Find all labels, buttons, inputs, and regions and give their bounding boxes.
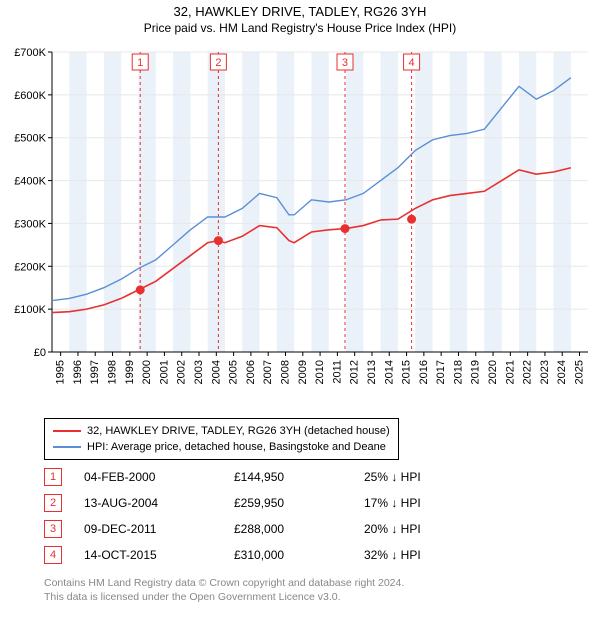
legend-label: 32, HAWKLEY DRIVE, TADLEY, RG26 3YH (det… <box>87 425 390 437</box>
x-tick-label: 1996 <box>72 360 84 384</box>
footer-line-1: Contains HM Land Registry data © Crown c… <box>44 576 556 590</box>
year-band <box>208 52 225 352</box>
x-tick-label: 1997 <box>89 360 101 384</box>
year-band <box>554 52 571 352</box>
x-tick-label: 2021 <box>504 360 516 384</box>
x-tick-label: 2022 <box>522 360 534 384</box>
marker-num: 3 <box>342 57 348 69</box>
year-band <box>104 52 121 352</box>
marker-point <box>340 224 349 233</box>
x-tick-label: 2012 <box>349 360 361 384</box>
year-band <box>242 52 259 352</box>
row-price: £144,950 <box>234 470 364 484</box>
x-tick-label: 2023 <box>539 360 551 384</box>
x-tick-label: 2002 <box>176 360 188 384</box>
legend-swatch <box>53 446 81 448</box>
x-tick-label: 2019 <box>470 360 482 384</box>
year-band <box>173 52 190 352</box>
row-date: 09-DEC-2011 <box>84 522 234 536</box>
x-tick-label: 2001 <box>158 360 170 384</box>
x-tick-label: 1998 <box>107 360 119 384</box>
x-tick-label: 2025 <box>574 360 586 384</box>
y-tick-label: £100K <box>14 304 46 316</box>
marker-num: 2 <box>215 57 221 69</box>
row-numbox: 3 <box>44 520 62 538</box>
x-tick-label: 2018 <box>452 360 464 384</box>
row-numbox: 4 <box>44 546 62 564</box>
price-chart: £0 £100K £200K £300K £400K £500K £600K £700K 199… <box>0 46 600 406</box>
row-price: £310,000 <box>234 548 364 562</box>
x-tick-label: 2008 <box>279 360 291 384</box>
row-date: 04-FEB-2000 <box>84 470 234 484</box>
attribution-footer: Contains HM Land Registry data © Crown c… <box>44 576 556 604</box>
y-tick-label: £600K <box>14 90 46 102</box>
legend: 32, HAWKLEY DRIVE, TADLEY, RG26 3YH (det… <box>44 418 399 460</box>
year-band <box>381 52 398 352</box>
legend-label: HPI: Average price, detached house, Basi… <box>87 441 386 453</box>
row-price: £288,000 <box>234 522 364 536</box>
marker-point <box>214 236 223 245</box>
y-tick-label: £300K <box>14 218 46 230</box>
x-tick-label: 2004 <box>210 360 222 384</box>
x-tick-label: 1995 <box>55 360 67 384</box>
year-band <box>346 52 363 352</box>
table-row: 1 04-FEB-2000£144,95025% ↓ HPI <box>44 464 556 490</box>
x-tick-label: 2013 <box>366 360 378 384</box>
x-tick-label: 2000 <box>141 360 153 384</box>
legend-row: 32, HAWKLEY DRIVE, TADLEY, RG26 3YH (det… <box>53 423 390 439</box>
page-subtitle: Price paid vs. HM Land Registry's House … <box>0 21 600 35</box>
footer-line-2: This data is licensed under the Open Gov… <box>44 590 556 604</box>
row-pct: 17% ↓ HPI <box>364 496 544 510</box>
row-date: 14-OCT-2015 <box>84 548 234 562</box>
legend-row: HPI: Average price, detached house, Basi… <box>53 439 390 455</box>
x-tick-label: 2003 <box>193 360 205 384</box>
x-tick-label: 2010 <box>314 360 326 384</box>
page-title: 32, HAWKLEY DRIVE, TADLEY, RG26 3YH <box>0 4 600 19</box>
table-row: 3 09-DEC-2011£288,00020% ↓ HPI <box>44 516 556 542</box>
sales-table: 1 04-FEB-2000£144,95025% ↓ HPI 2 13-AUG-200… <box>44 464 556 568</box>
x-tick-label: 2011 <box>331 360 343 384</box>
x-tick-label: 2005 <box>228 360 240 384</box>
x-tick-label: 2007 <box>262 360 274 384</box>
x-tick-label: 2014 <box>383 360 395 384</box>
row-pct: 20% ↓ HPI <box>364 522 544 536</box>
y-tick-label: £400K <box>14 176 46 188</box>
row-numbox: 2 <box>44 494 62 512</box>
row-date: 13-AUG-2004 <box>84 496 234 510</box>
marker-num: 4 <box>409 57 415 69</box>
marker-point <box>407 215 416 224</box>
y-tick-label: £200K <box>14 261 46 273</box>
y-tick-label: £500K <box>14 133 46 145</box>
row-pct: 32% ↓ HPI <box>364 548 544 562</box>
x-tick-label: 2015 <box>401 360 413 384</box>
x-tick-label: 2006 <box>245 360 257 384</box>
marker-num: 1 <box>137 57 143 69</box>
x-tick-label: 2017 <box>435 360 447 384</box>
year-band <box>69 52 86 352</box>
table-row: 2 13-AUG-2004£259,95017% ↓ HPI <box>44 490 556 516</box>
row-price: £259,950 <box>234 496 364 510</box>
y-tick-label: £0 <box>34 347 46 359</box>
legend-swatch <box>53 430 81 432</box>
table-row: 4 14-OCT-2015£310,00032% ↓ HPI <box>44 542 556 568</box>
year-band <box>138 52 155 352</box>
row-pct: 25% ↓ HPI <box>364 470 544 484</box>
x-tick-label: 2024 <box>556 360 568 384</box>
x-tick-label: 2009 <box>297 360 309 384</box>
x-tick-label: 1999 <box>124 360 136 384</box>
row-numbox: 1 <box>44 468 62 486</box>
marker-point <box>136 285 145 294</box>
x-tick-label: 2016 <box>418 360 430 384</box>
y-tick-label: £700K <box>14 47 46 59</box>
year-band <box>484 52 501 352</box>
year-band <box>450 52 467 352</box>
x-tick-label: 2020 <box>487 360 499 384</box>
